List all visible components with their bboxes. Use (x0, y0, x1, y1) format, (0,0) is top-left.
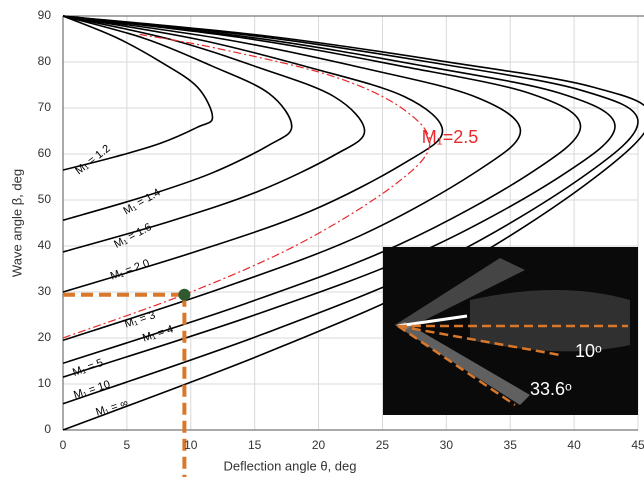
inset-streak (470, 290, 630, 351)
curve-label: M₁ = 10 (72, 378, 112, 401)
curve (63, 16, 213, 170)
curve-label: M₁ = 3 (123, 309, 157, 330)
schlieren-inset: 10ᵒ 33.6ᵒ (383, 247, 638, 415)
x-tick-label: 0 (60, 438, 67, 452)
y-tick-label: 90 (38, 8, 52, 22)
x-tick-label: 40 (567, 438, 581, 452)
x-tick-label: 35 (504, 438, 518, 452)
x-tick-label: 30 (440, 438, 454, 452)
y-tick-label: 0 (44, 422, 51, 436)
y-tick-label: 70 (38, 100, 52, 114)
curve (63, 16, 292, 220)
y-tick-label: 60 (38, 146, 52, 160)
x-tick-label: 5 (124, 438, 131, 452)
curve-label: M₁ = 5 (71, 357, 105, 379)
curve-label: M₁ = ∞ (94, 397, 129, 419)
x-tick-label: 10 (184, 438, 198, 452)
x-tick-label: 20 (312, 438, 326, 452)
y-tick-label: 30 (38, 284, 52, 298)
curve-label: M₁ = 2.0 (109, 257, 151, 282)
x-tick-label: 45 (631, 438, 644, 452)
y-axis-title: Wave angle β, deg (9, 169, 24, 277)
y-tick-label: 80 (38, 54, 52, 68)
x-axis-title: Deflection angle θ, deg (224, 458, 357, 473)
curve-label: M₁ = 1.2 (73, 143, 112, 178)
chart: M₁ = 1.2M₁ = 1.4M₁ = 1.6M₁ = 2.0M₁=2.5M₁… (0, 0, 644, 477)
inset-annotation: 10ᵒ (575, 341, 602, 361)
point (178, 289, 190, 301)
y-tick-label: 10 (38, 376, 52, 390)
curve-label: M₁ = 4 (141, 323, 175, 344)
x-tick-label: 15 (248, 438, 262, 452)
y-tick-label: 40 (38, 238, 52, 252)
inset-annotation: 33.6ᵒ (530, 379, 572, 399)
x-tick-label: 25 (376, 438, 390, 452)
y-tick-label: 20 (38, 330, 52, 344)
y-tick-label: 50 (38, 192, 52, 206)
curve-label: M₁=2.5 (422, 127, 479, 147)
